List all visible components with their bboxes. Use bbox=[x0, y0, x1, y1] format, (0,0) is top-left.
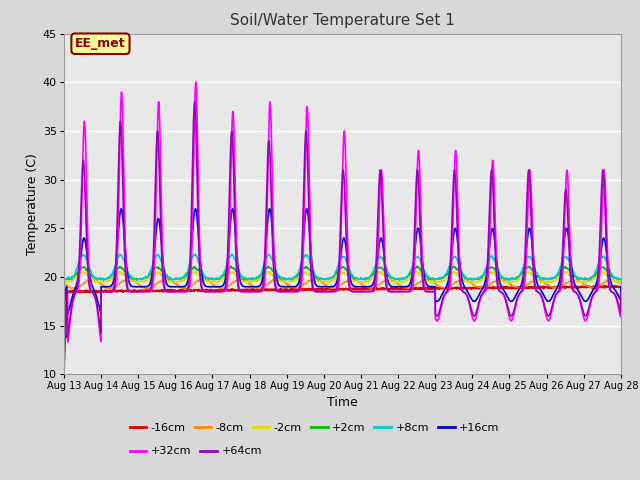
Title: Soil/Water Temperature Set 1: Soil/Water Temperature Set 1 bbox=[230, 13, 455, 28]
-16cm bbox=[601, 283, 609, 288]
+8cm bbox=[584, 276, 591, 282]
-2cm bbox=[413, 268, 421, 274]
-8cm bbox=[106, 286, 114, 291]
+16cm bbox=[60, 303, 68, 309]
+8cm bbox=[216, 275, 223, 280]
-8cm bbox=[371, 284, 379, 289]
+64cm bbox=[584, 311, 591, 316]
+16cm bbox=[303, 206, 310, 212]
+32cm bbox=[568, 277, 575, 283]
+64cm bbox=[371, 280, 379, 286]
Line: +32cm: +32cm bbox=[64, 82, 621, 374]
Legend: +32cm, +64cm: +32cm, +64cm bbox=[125, 442, 266, 461]
Line: +64cm: +64cm bbox=[64, 102, 621, 365]
-8cm bbox=[568, 278, 576, 284]
+16cm bbox=[617, 284, 625, 289]
+2cm bbox=[227, 263, 235, 269]
+8cm bbox=[190, 251, 198, 257]
-8cm bbox=[617, 280, 625, 286]
-2cm bbox=[60, 280, 68, 286]
Line: -2cm: -2cm bbox=[64, 271, 621, 283]
+64cm bbox=[191, 99, 198, 105]
-16cm bbox=[371, 287, 379, 292]
-16cm bbox=[93, 290, 101, 296]
+32cm bbox=[359, 289, 367, 295]
+8cm bbox=[505, 277, 513, 283]
+32cm bbox=[216, 289, 223, 295]
Line: -16cm: -16cm bbox=[64, 286, 621, 293]
-16cm bbox=[504, 285, 512, 290]
+32cm bbox=[371, 287, 379, 293]
+64cm bbox=[568, 284, 575, 289]
+64cm bbox=[504, 307, 512, 312]
-2cm bbox=[371, 273, 378, 278]
+8cm bbox=[60, 276, 68, 282]
+16cm bbox=[505, 296, 513, 302]
+8cm bbox=[359, 276, 367, 282]
+8cm bbox=[568, 266, 576, 272]
+64cm bbox=[60, 362, 68, 368]
Line: +8cm: +8cm bbox=[64, 254, 621, 280]
+2cm bbox=[430, 277, 438, 283]
+32cm bbox=[584, 315, 591, 321]
+2cm bbox=[371, 269, 379, 275]
+2cm bbox=[617, 276, 625, 282]
+8cm bbox=[100, 277, 108, 283]
-2cm bbox=[617, 279, 625, 285]
+16cm bbox=[359, 284, 367, 289]
+16cm bbox=[568, 269, 576, 275]
+2cm bbox=[568, 271, 576, 277]
-2cm bbox=[584, 279, 591, 285]
-8cm bbox=[505, 280, 513, 286]
+2cm bbox=[505, 276, 513, 281]
-2cm bbox=[568, 275, 575, 280]
+64cm bbox=[617, 289, 625, 295]
-16cm bbox=[216, 287, 223, 293]
-8cm bbox=[199, 276, 207, 282]
+32cm bbox=[504, 310, 512, 316]
-16cm bbox=[584, 284, 591, 289]
+16cm bbox=[371, 274, 379, 280]
Line: -8cm: -8cm bbox=[64, 279, 621, 288]
-16cm bbox=[568, 285, 575, 290]
-8cm bbox=[584, 283, 591, 288]
+64cm bbox=[359, 289, 367, 295]
Y-axis label: Temperature (C): Temperature (C) bbox=[26, 153, 39, 255]
+32cm bbox=[192, 79, 200, 85]
Line: +2cm: +2cm bbox=[64, 266, 621, 280]
+16cm bbox=[584, 297, 591, 303]
-8cm bbox=[60, 281, 68, 287]
+16cm bbox=[216, 284, 223, 289]
-16cm bbox=[60, 288, 68, 294]
+2cm bbox=[60, 276, 68, 282]
+32cm bbox=[60, 372, 68, 377]
-2cm bbox=[504, 280, 512, 286]
-16cm bbox=[359, 287, 367, 292]
Text: EE_met: EE_met bbox=[75, 37, 126, 50]
-8cm bbox=[359, 282, 367, 288]
+64cm bbox=[216, 289, 223, 295]
-16cm bbox=[617, 285, 625, 290]
X-axis label: Time: Time bbox=[327, 396, 358, 408]
+32cm bbox=[617, 289, 625, 295]
+2cm bbox=[359, 276, 367, 281]
+16cm bbox=[63, 312, 71, 318]
+8cm bbox=[371, 264, 379, 270]
-2cm bbox=[216, 278, 223, 284]
+8cm bbox=[617, 276, 625, 282]
-8cm bbox=[216, 285, 223, 291]
+2cm bbox=[216, 275, 223, 281]
Line: +16cm: +16cm bbox=[64, 209, 621, 315]
+2cm bbox=[584, 276, 591, 282]
-2cm bbox=[358, 279, 366, 285]
